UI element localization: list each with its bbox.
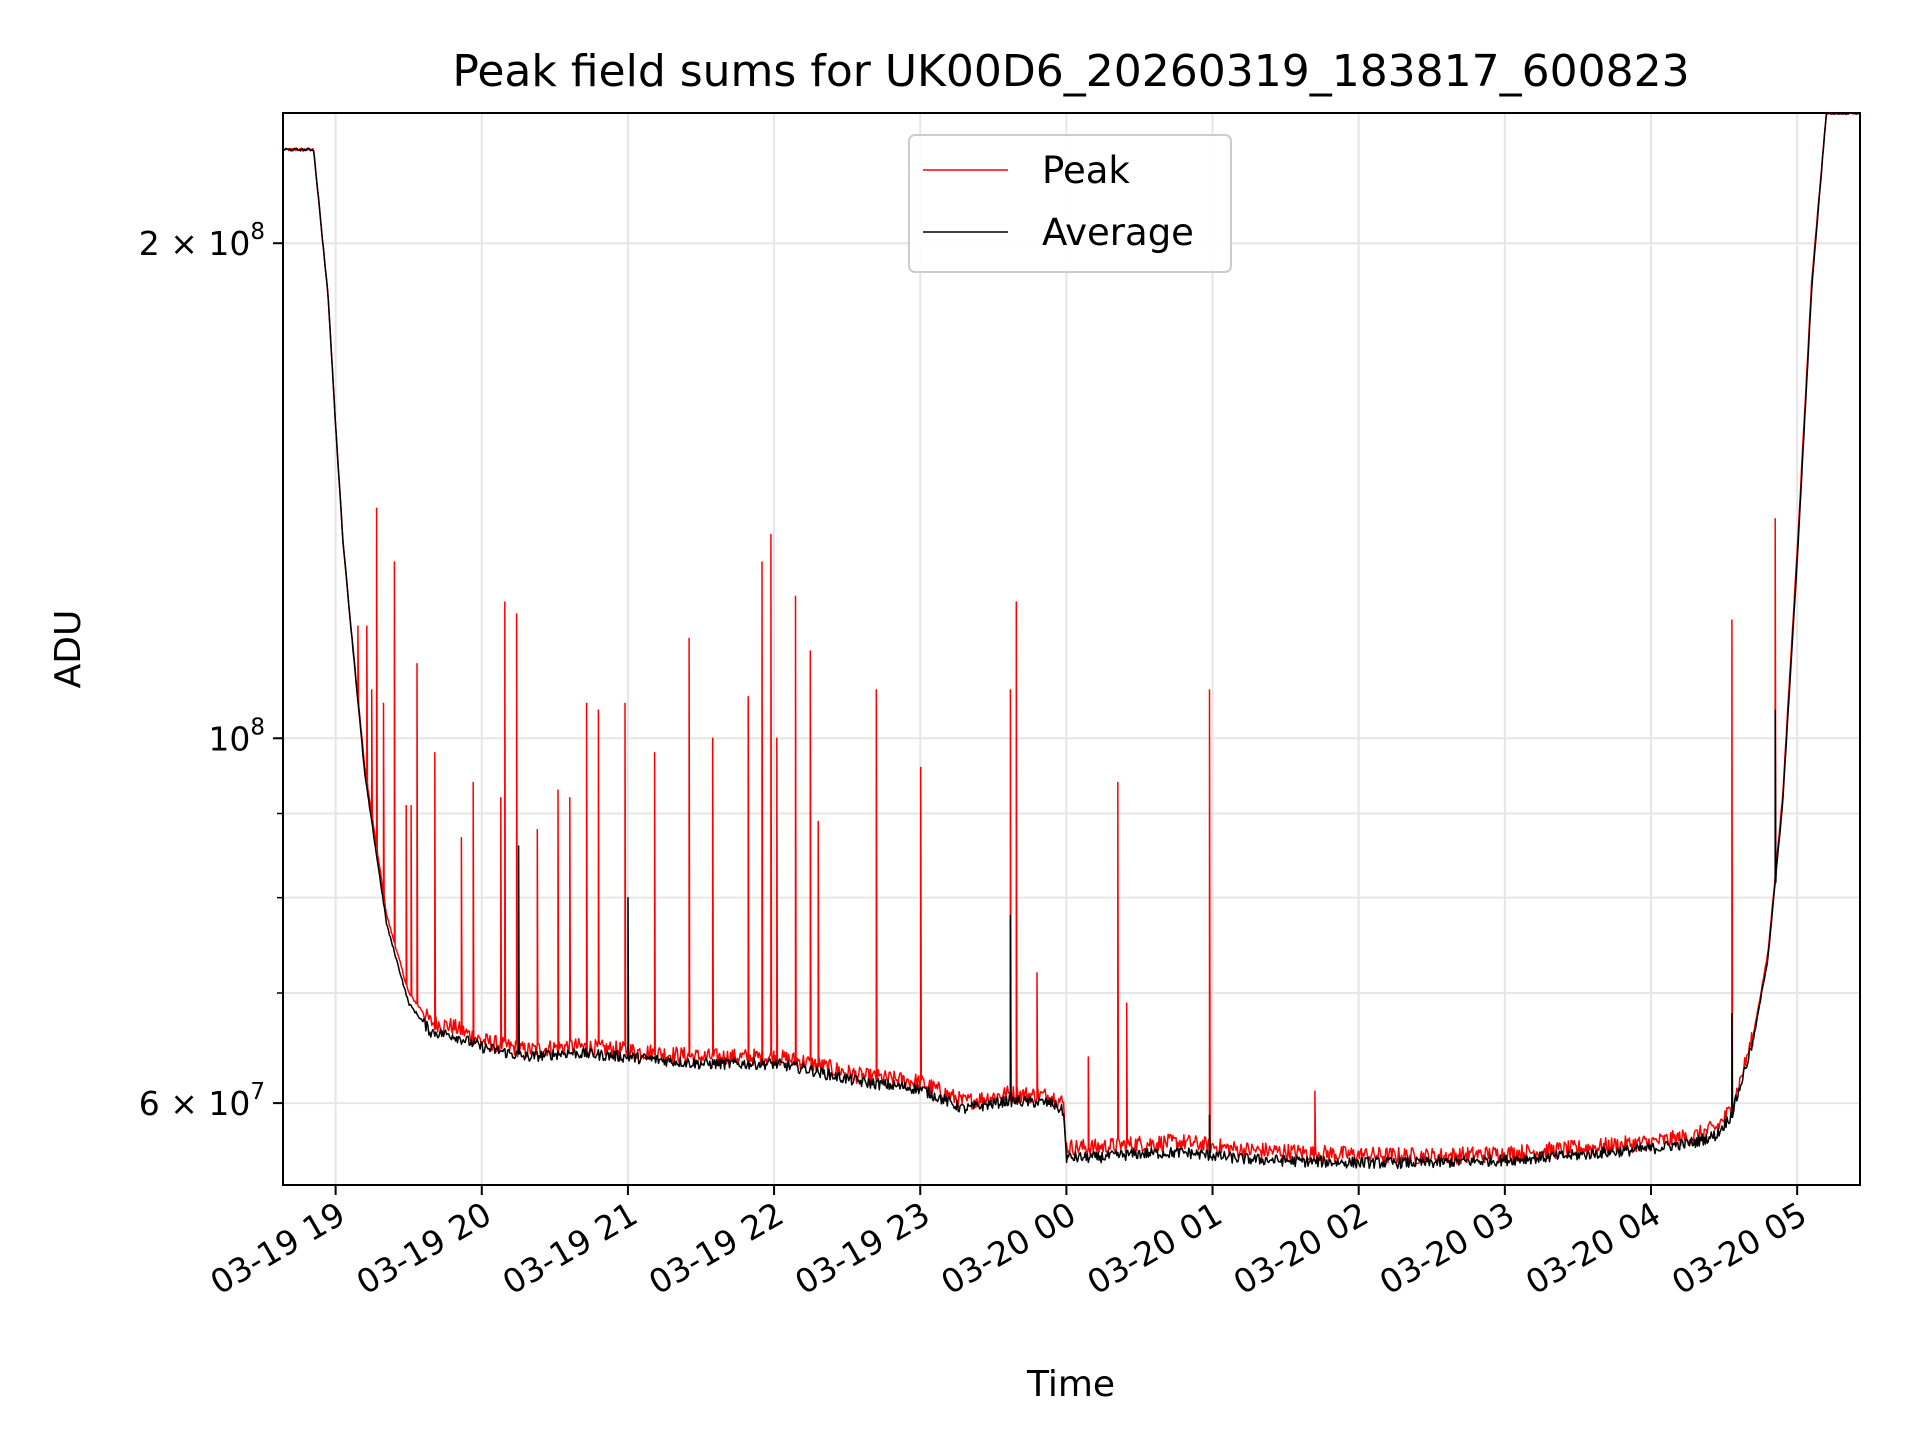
series-layer — [283, 113, 1860, 1170]
chart-title: Peak field sums for UK00D6_20260319_1838… — [452, 46, 1689, 97]
x-tick-label: 03-19 21 — [496, 1194, 644, 1302]
legend: Peak Average — [908, 134, 1232, 273]
y-tick-label: 2 × 108 — [139, 219, 265, 263]
legend-label-average: Average — [1042, 211, 1194, 254]
x-tick-label: 03-19 23 — [788, 1194, 936, 1302]
x-tick-label: 03-20 03 — [1373, 1194, 1521, 1302]
x-tick-label: 03-20 00 — [934, 1194, 1082, 1302]
grid — [283, 113, 1860, 1185]
plot-area-frame — [282, 112, 1861, 1186]
x-tick-label: 03-20 02 — [1227, 1194, 1375, 1302]
x-tick-label: 03-19 20 — [350, 1194, 498, 1302]
x-tick-label: 03-20 04 — [1519, 1194, 1667, 1302]
x-tick-label: 03-20 01 — [1081, 1194, 1229, 1302]
series-line-average — [283, 113, 1860, 1170]
x-tick-label: 03-19 22 — [642, 1194, 790, 1302]
legend-label-peak: Peak — [1042, 149, 1130, 192]
x-tick-label: 03-20 05 — [1665, 1194, 1813, 1302]
y-tick-label: 6 × 107 — [139, 1079, 265, 1123]
y-axis-label: ADU — [48, 610, 89, 689]
x-axis-label: Time — [1026, 1364, 1115, 1405]
y-tick-label: 108 — [208, 714, 265, 758]
y-axis-ticks: 2 × 108 108 6 × 107 — [139, 219, 283, 1123]
x-tick-label: 03-19 19 — [204, 1194, 352, 1302]
